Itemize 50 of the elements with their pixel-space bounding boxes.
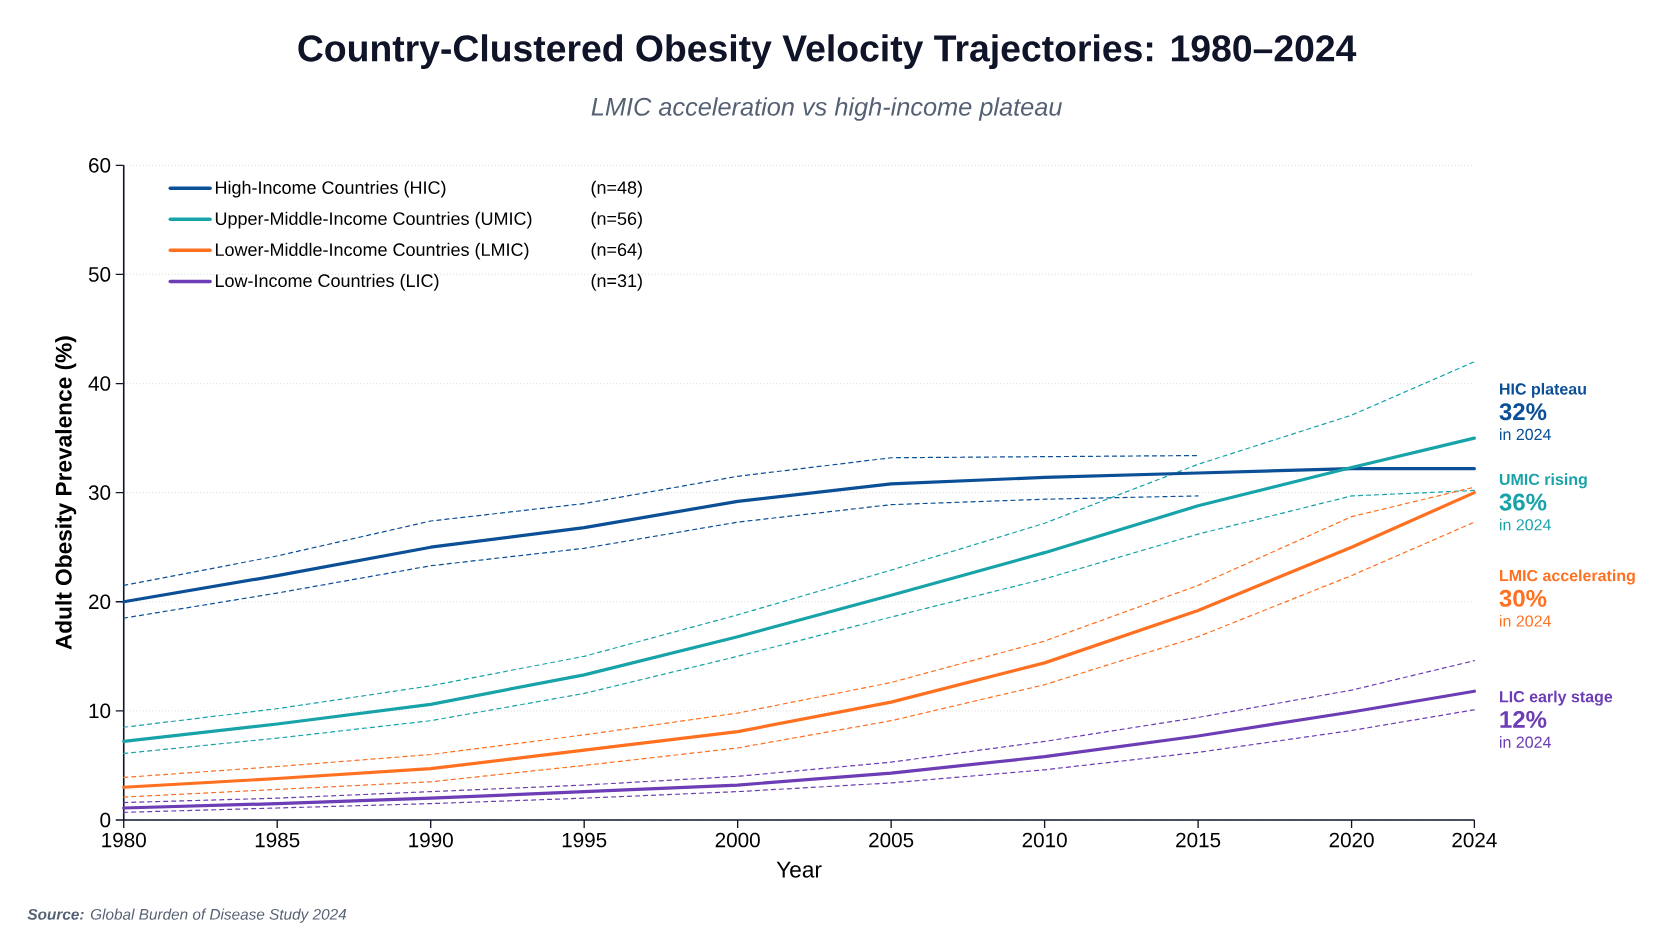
text: 12% bbox=[1500, 710, 1547, 728]
annotation: (n=48) bbox=[591, 180, 642, 198]
text: 30% bbox=[1499, 589, 1547, 607]
text: in 2024 bbox=[1500, 615, 1551, 627]
y-axis-title: Adult Obesity Prevalence (%) bbox=[55, 336, 77, 650]
text: in 2024 bbox=[1500, 428, 1551, 441]
line-series bbox=[123, 495, 1199, 619]
text: LMIC accelerating bbox=[1500, 569, 1635, 585]
y-tick-label: 40 bbox=[88, 376, 111, 391]
y-tick-label: 30 bbox=[88, 485, 111, 500]
legend-label: Lower-Middle-Income Countries (LMIC) bbox=[215, 242, 529, 260]
text: Source: Global Burden of Disease Study 2024 bbox=[27, 908, 347, 923]
x-tick-label: 1990 bbox=[409, 832, 453, 848]
line-series bbox=[123, 709, 1475, 813]
x-tick-label: 2015 bbox=[1176, 832, 1221, 848]
y-tick-label: 20 bbox=[89, 594, 111, 610]
y-tick-label: 50 bbox=[88, 267, 111, 282]
text: in 2024 bbox=[1500, 736, 1551, 748]
text: 32% bbox=[1499, 403, 1547, 421]
line-series bbox=[122, 689, 1476, 810]
x-tick-label: 1980 bbox=[102, 832, 146, 848]
line-series bbox=[122, 467, 1476, 604]
y-tick-label: 0 bbox=[100, 812, 111, 828]
chart-title: Country-Clustered Obesity Velocity Trajectories: 1980–2024 bbox=[298, 34, 1357, 70]
text: in 2024 bbox=[1500, 518, 1551, 531]
y-tick-label: 10 bbox=[89, 703, 111, 719]
annotation: (n=64) bbox=[591, 242, 642, 260]
line-series bbox=[123, 660, 1475, 804]
line-series bbox=[123, 454, 1199, 586]
annotation: (n=31) bbox=[591, 273, 642, 291]
text: HIC plateau bbox=[1500, 382, 1586, 398]
legend-label: High-Income Countries (HIC) bbox=[215, 180, 446, 198]
text: LIC early stage bbox=[1500, 690, 1613, 706]
x-tick-label: 2024 bbox=[1452, 832, 1497, 848]
x-tick-label: 2010 bbox=[1022, 832, 1067, 848]
y-tick-label: 60 bbox=[89, 158, 111, 173]
x-axis-title: Year bbox=[776, 861, 822, 878]
legend-label: Low-Income Countries (LIC) bbox=[215, 273, 439, 291]
line-series bbox=[122, 436, 1476, 744]
x-tick-label: 2000 bbox=[715, 832, 760, 848]
text: 36% bbox=[1499, 493, 1547, 511]
annotation: (n=56) bbox=[591, 211, 642, 229]
x-tick-label: 1995 bbox=[562, 832, 607, 848]
x-tick-label: 1985 bbox=[255, 832, 300, 848]
x-tick-label: 2020 bbox=[1329, 832, 1374, 848]
legend-label: Upper-Middle-Income Countries (UMIC) bbox=[215, 211, 532, 229]
text: UMIC rising bbox=[1499, 473, 1587, 489]
line-series bbox=[123, 361, 1475, 728]
x-tick-label: 2005 bbox=[869, 832, 914, 848]
chart-subtitle: LMIC acceleration vs high-income plateau bbox=[591, 97, 1062, 121]
